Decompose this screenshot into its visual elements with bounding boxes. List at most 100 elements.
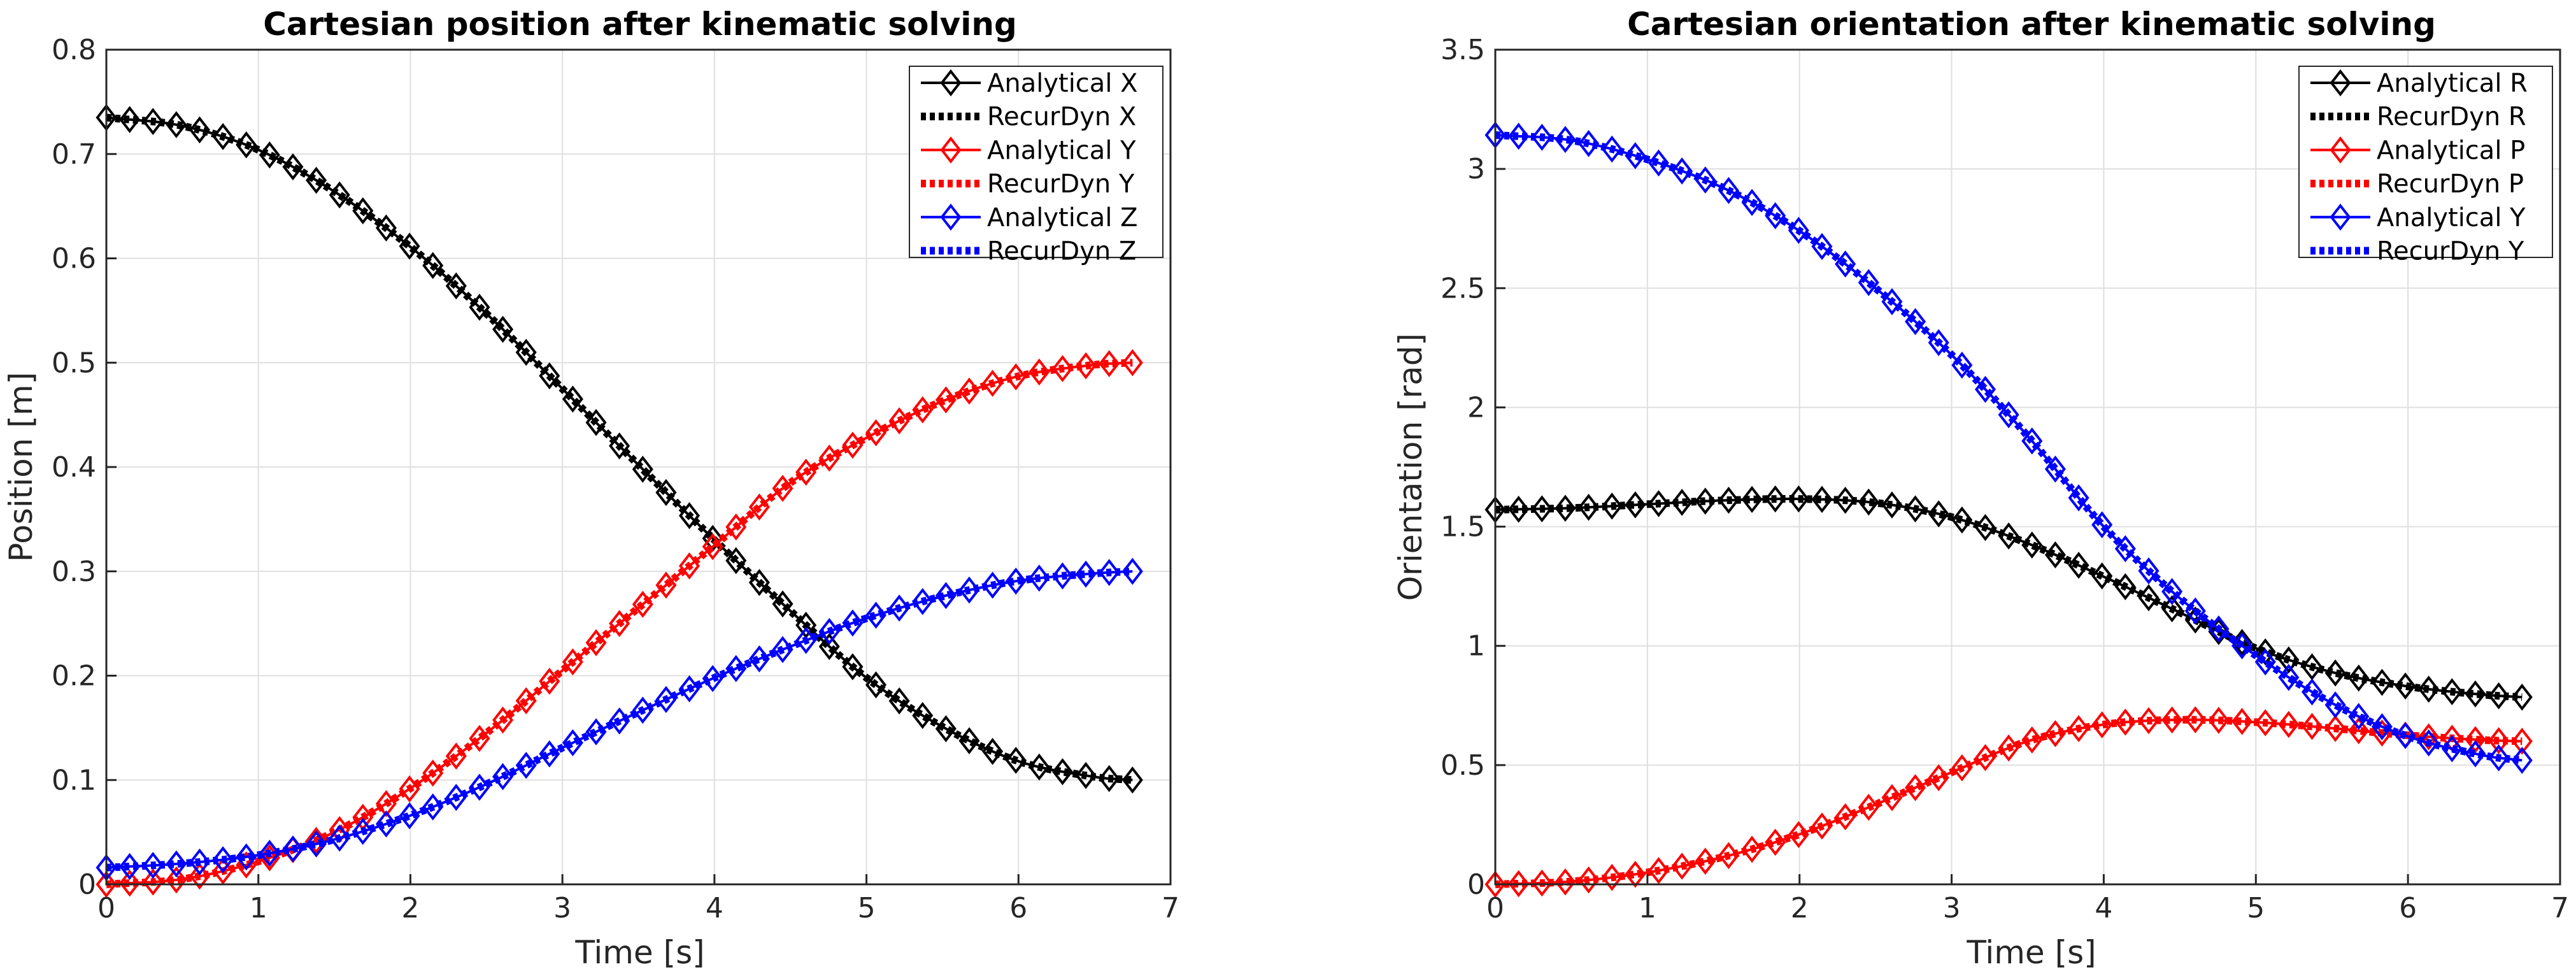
series-line-recurdyn-z: [106, 567, 1133, 872]
legend-marker-analytical-y: [2330, 203, 2351, 231]
legend-label-analytical-y: Analytical Y: [2377, 203, 2526, 233]
legend-label-analytical-r: Analytical R: [2377, 69, 2528, 98]
data-point-analytical-x: [585, 408, 607, 436]
x-tick-label: 7: [1162, 892, 1179, 924]
data-point-analytical-y: [935, 386, 957, 413]
data-point-analytical-p: [1741, 835, 1763, 863]
data-point-analytical-y: [2114, 535, 2136, 563]
data-point-analytical-p: [2301, 712, 2323, 740]
data-point-analytical-z: [142, 852, 164, 879]
y-tick-label: 0.6: [52, 243, 96, 275]
data-point-analytical-x: [189, 116, 211, 144]
data-point-analytical-y: [142, 868, 164, 896]
legend-marker-analytical-p: [2330, 136, 2351, 164]
data-point-analytical-x: [725, 547, 747, 575]
data-point-analytical-x: [865, 671, 887, 699]
data-point-analytical-x: [772, 590, 793, 618]
legend-label-analytical-z: Analytical Z: [987, 203, 1138, 233]
data-point-analytical-z: [1121, 557, 1143, 586]
x-tick-label: 4: [706, 892, 723, 924]
data-point-analytical-r: [1881, 491, 1903, 519]
y-tick-label: 1: [1467, 630, 1485, 663]
data-point-analytical-y: [1508, 122, 1530, 150]
data-point-analytical-r: [2348, 665, 2370, 692]
data-point-analytical-y: [1578, 130, 1600, 157]
data-point-analytical-p: [2488, 727, 2510, 754]
data-point-analytical-y: [212, 858, 234, 885]
data-point-analytical-r: [1601, 493, 1623, 520]
data-point-analytical-y: [2044, 455, 2066, 483]
data-point-analytical-y: [1121, 349, 1143, 377]
data-point-analytical-y: [2488, 744, 2510, 772]
data-point-analytical-z: [352, 817, 374, 845]
plot-area: [96, 104, 1143, 898]
data-point-analytical-r: [1835, 486, 1856, 514]
y-tick-label: 0.1: [52, 764, 96, 796]
x-tick-label: 6: [1009, 892, 1027, 924]
chart-title: Cartesian orientation after kinematic so…: [1627, 6, 2436, 43]
data-point-analytical-x: [958, 727, 980, 754]
data-point-analytical-y: [725, 513, 747, 541]
data-point-analytical-z: [702, 665, 723, 693]
data-point-analytical-z: [842, 609, 864, 637]
legend-label-analytical-x: Analytical X: [987, 69, 1138, 98]
data-point-analytical-z: [469, 773, 490, 801]
data-point-analytical-x: [1005, 747, 1027, 774]
data-point-analytical-y: [2254, 648, 2276, 676]
x-tick-label: 1: [250, 892, 267, 924]
data-point-analytical-r: [2278, 646, 2300, 673]
legend-label-analytical-p: Analytical P: [2377, 136, 2525, 165]
data-point-analytical-y: [655, 572, 677, 599]
data-point-analytical-y: [399, 775, 420, 803]
legend-label-recurdyn-y: RecurDyn Y: [987, 169, 1135, 199]
x-tick-label: 4: [2095, 892, 2112, 924]
legend: Analytical R RecurDyn R Analytical P RecurD…: [2298, 66, 2553, 266]
data-point-analytical-z: [725, 655, 747, 682]
data-point-analytical-x: [818, 633, 840, 660]
y-tick-label: 2: [1467, 391, 1485, 424]
data-point-analytical-p: [2418, 723, 2440, 751]
legend-label-analytical-y: Analytical Y: [987, 136, 1136, 165]
data-point-analytical-r: [2068, 551, 2089, 579]
data-point-analytical-y: [1671, 157, 1693, 185]
data-point-analytical-p: [1671, 852, 1693, 880]
data-point-analytical-z: [539, 740, 560, 768]
data-point-analytical-z: [492, 763, 514, 791]
data-point-analytical-y: [1835, 250, 1856, 278]
data-point-analytical-y: [865, 419, 887, 447]
data-point-analytical-p: [2091, 711, 2113, 738]
legend-label-recurdyn-z: RecurDyn Z: [987, 237, 1136, 266]
x-tick-label: 3: [553, 892, 571, 924]
data-point-analytical-y: [492, 706, 514, 734]
data-point-analytical-p: [1531, 869, 1553, 897]
data-point-analytical-y: [1647, 149, 1670, 177]
series-line-recurdyn-p: [1495, 716, 2523, 888]
legend-label-recurdyn-p: RecurDyn P: [2377, 169, 2524, 199]
data-point-analytical-r: [2044, 541, 2066, 569]
y-tick-label: 2.5: [1441, 272, 1485, 305]
legend-marker-analytical-z: [940, 203, 962, 231]
data-point-analytical-y: [1974, 375, 1996, 403]
x-tick-label: 0: [1486, 892, 1504, 924]
data-point-analytical-z: [982, 572, 1004, 599]
data-point-analytical-r: [1718, 486, 1739, 514]
data-point-analytical-y: [772, 475, 793, 502]
axis-ticks: 0 1 2 3 4 5 6 7 0 0.1 0.2 0.3 0.4 0.5 0.6 0.7 0.8: [52, 34, 1179, 924]
x-tick-label: 2: [401, 892, 419, 924]
data-point-analytical-y: [2465, 740, 2486, 768]
data-point-analytical-x: [888, 687, 910, 715]
data-point-analytical-z: [912, 587, 934, 615]
x-tick-label: 3: [1943, 892, 1961, 924]
data-point-analytical-p: [2021, 726, 2043, 754]
data-point-analytical-z: [678, 675, 701, 703]
data-point-analytical-y: [842, 431, 864, 459]
data-point-analytical-z: [1051, 562, 1073, 590]
data-point-analytical-y: [2231, 632, 2253, 659]
plot-area: [1484, 121, 2533, 898]
data-point-analytical-p: [1601, 863, 1623, 891]
x-tick-label: 7: [2551, 892, 2569, 924]
data-point-analytical-y: [2161, 578, 2183, 605]
legend-label-recurdyn-r: RecurDyn R: [2377, 103, 2526, 132]
y-tick-label: 0.4: [52, 451, 96, 484]
y-tick-label: 0.7: [52, 138, 96, 171]
